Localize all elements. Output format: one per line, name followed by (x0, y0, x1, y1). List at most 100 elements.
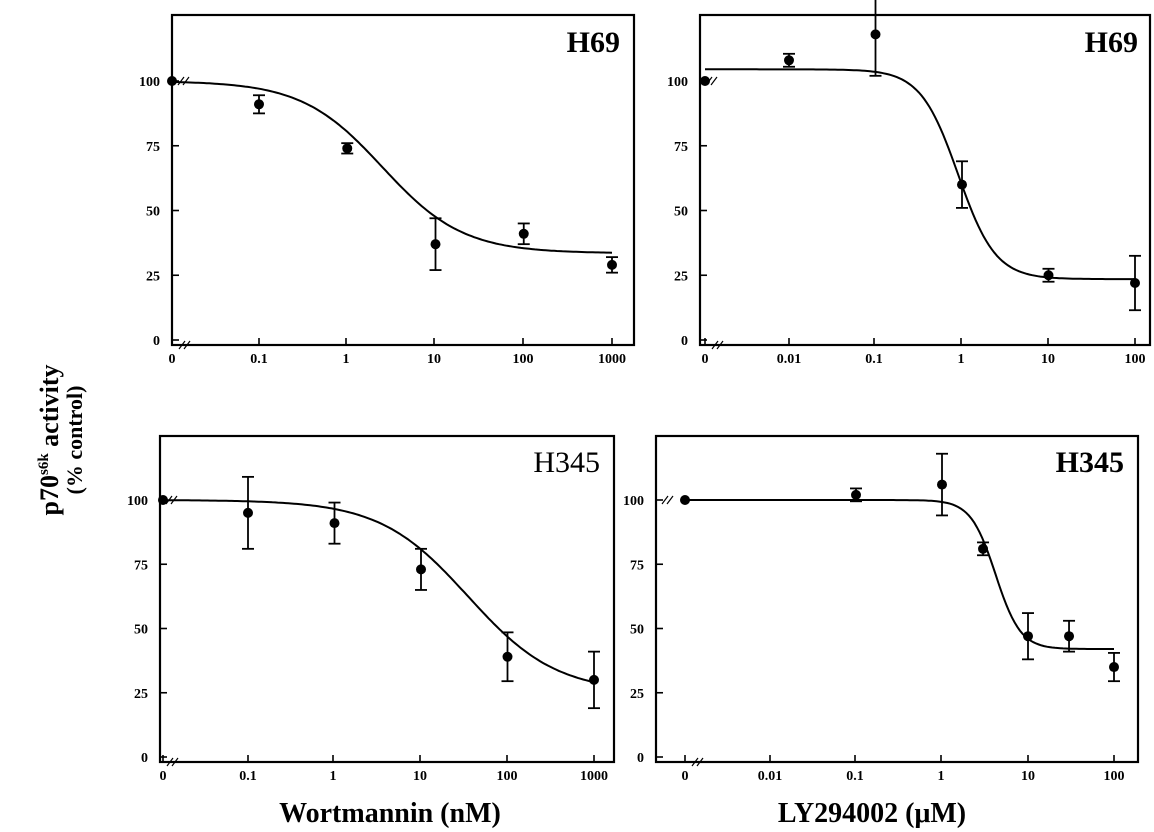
panel-title: H69 (1085, 26, 1138, 59)
y-tick-label: 100 (139, 75, 160, 90)
axis-break-mark (666, 495, 674, 505)
y-tick-label: 50 (630, 623, 644, 638)
plot-frame (170, 13, 636, 347)
x-tick-label: 1 (938, 769, 945, 784)
plot-frame (654, 434, 1140, 764)
panel-title: H345 (1056, 446, 1124, 479)
axis-break-mark (711, 340, 719, 350)
data-point (158, 495, 168, 505)
plot-frame (158, 434, 616, 764)
axis-break-mark (178, 340, 186, 350)
x-tick-label: 0 (169, 352, 176, 367)
fit-curve (163, 499, 595, 684)
axis-break-mark (661, 495, 669, 505)
panel-title: H69 (567, 26, 620, 59)
panel-2: H69 0 25 50 75 100 0 0.01 0.1 1 10 100 (667, 0, 1152, 367)
y-tick-label: 75 (674, 140, 688, 155)
y-axis-title-rest: activity (35, 365, 64, 454)
y-tick-label: 50 (146, 205, 160, 220)
y-tick-label: 25 (134, 687, 148, 702)
x-tick-label: 0.01 (758, 769, 783, 784)
y-tick-label: 75 (630, 558, 644, 573)
x-tick-label: 10 (413, 769, 427, 784)
x-axis-title-ly294002: LY294002 (μM) (778, 798, 966, 829)
panel-title: H345 (533, 446, 600, 479)
fit-curve (171, 80, 613, 254)
data-point (784, 55, 794, 66)
x-tick-label: 100 (1125, 352, 1146, 367)
data-point (680, 495, 690, 505)
x-tick-label: 1000 (580, 769, 608, 784)
axis-break-mark (691, 757, 699, 767)
axis-break-mark (716, 340, 724, 350)
x-tick-label: 100 (497, 769, 518, 784)
fit-curve (685, 499, 1114, 650)
y-axis-title: p70s6k activity (35, 365, 64, 516)
data-point (937, 479, 947, 490)
y-tick-label: 25 (630, 687, 644, 702)
svg-text:p70s6k activity: p70s6k activity (35, 365, 64, 516)
y-tick-label: 0 (141, 751, 148, 766)
data-point (502, 651, 513, 662)
data-point (1109, 662, 1119, 673)
x-tick-label: 1 (958, 352, 965, 367)
axis-break-mark (696, 757, 704, 767)
data-point (430, 239, 441, 250)
x-axis-title-wortmannin: Wortmannin (nM) (279, 798, 501, 829)
y-tick-label: 0 (637, 751, 644, 766)
y-tick-label: 50 (134, 623, 148, 638)
x-tick-label: 10 (427, 352, 441, 367)
data-point (1023, 631, 1033, 642)
y-axis-title-main: p70 (35, 475, 64, 515)
data-point (1130, 278, 1140, 289)
data-point (851, 489, 861, 500)
x-tick-label: 0 (702, 352, 709, 367)
data-point (243, 507, 253, 518)
x-tick-label: 100 (513, 352, 534, 367)
x-tick-label: 1 (330, 769, 337, 784)
axis-break-mark (171, 757, 179, 767)
data-point (870, 29, 881, 40)
y-axis-subtitle: (% control) (62, 386, 87, 495)
x-tick-label: 0.1 (865, 352, 883, 367)
y-tick-label: 75 (134, 558, 148, 573)
x-tick-label: 0 (160, 769, 167, 784)
x-tick-label: 1000 (598, 352, 626, 367)
data-point (700, 76, 710, 86)
data-point (1043, 270, 1054, 281)
data-point (254, 99, 264, 110)
y-tick-label: 75 (146, 140, 160, 155)
data-point (167, 76, 177, 86)
y-tick-label: 0 (153, 334, 160, 349)
y-tick-label: 25 (674, 269, 688, 284)
y-tick-label: 25 (146, 269, 160, 284)
data-point (978, 543, 989, 554)
panel-4: H345 0 25 50 75 100 0 0.01 0.1 1 10 100 (623, 434, 1140, 784)
axis-break-mark (177, 76, 185, 86)
plot-frame (698, 13, 1152, 347)
data-point (957, 179, 967, 190)
data-point (1064, 631, 1075, 642)
y-axis-title-superscript: s6k (36, 453, 52, 475)
data-point (416, 564, 426, 575)
y-tick-label: 100 (127, 494, 148, 509)
x-tick-label: 1 (343, 352, 350, 367)
axis-break-mark (166, 757, 174, 767)
axis-break-mark (183, 340, 191, 350)
x-tick-label: 0 (682, 769, 689, 784)
x-tick-label: 0.1 (239, 769, 257, 784)
y-tick-label: 100 (623, 494, 644, 509)
x-tick-label: 10 (1041, 352, 1055, 367)
x-tick-label: 0.01 (777, 352, 802, 367)
data-point (518, 228, 529, 239)
data-point (589, 674, 599, 685)
x-tick-label: 10 (1021, 769, 1035, 784)
x-tick-label: 0.1 (846, 769, 864, 784)
fit-curve (705, 68, 1135, 281)
y-tick-label: 50 (674, 205, 688, 220)
y-tick-label: 0 (681, 334, 688, 349)
data-point (607, 259, 617, 270)
